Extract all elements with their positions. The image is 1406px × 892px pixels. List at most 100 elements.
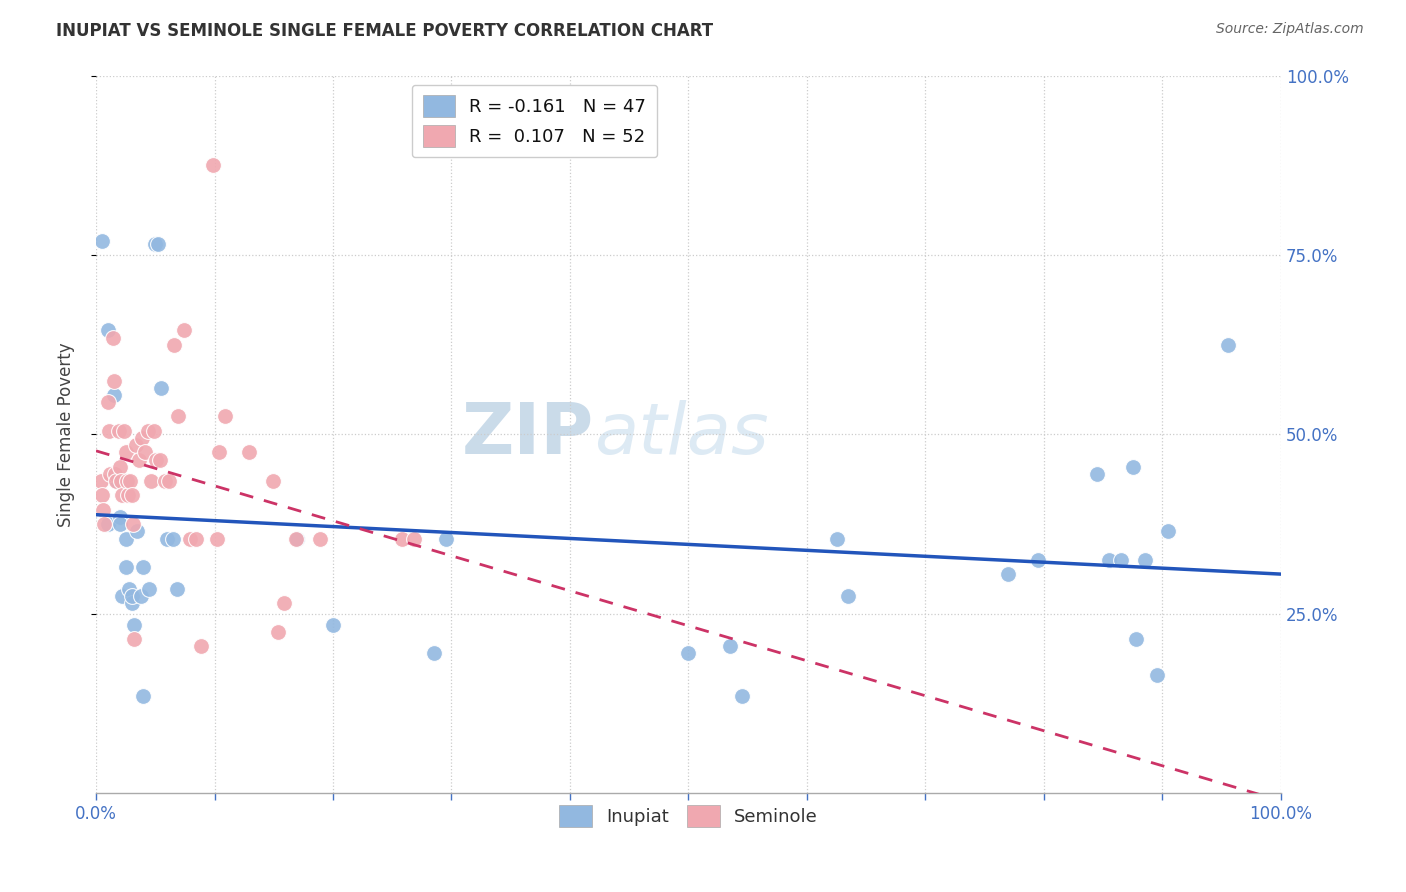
Point [136, 424, 159, 438]
Point [105, 474, 128, 488]
Point [108, 517, 131, 532]
Point [127, 524, 149, 539]
Point [1157, 524, 1180, 539]
Point [208, 445, 231, 459]
Point [121, 517, 143, 532]
Point [184, 532, 207, 546]
Text: Source: ZipAtlas.com: Source: ZipAtlas.com [1216, 22, 1364, 37]
Point [103, 374, 125, 388]
Point [146, 237, 169, 252]
Point [997, 567, 1019, 582]
Point [731, 690, 754, 704]
Point [138, 582, 160, 596]
Point [121, 596, 143, 610]
Point [97, 517, 120, 532]
Text: ZIP: ZIP [461, 400, 593, 469]
Point [90, 474, 112, 488]
Point [205, 532, 228, 546]
Point [114, 445, 136, 459]
Point [134, 445, 156, 459]
Point [93, 517, 115, 532]
Point [91, 503, 114, 517]
Point [121, 589, 143, 603]
Point [1133, 553, 1156, 567]
Point [125, 438, 148, 452]
Point [121, 488, 143, 502]
Point [97, 323, 120, 337]
Point [153, 474, 176, 488]
Point [267, 624, 290, 639]
Point [139, 474, 162, 488]
Point [1026, 553, 1049, 567]
Point [273, 596, 295, 610]
Point [1098, 553, 1121, 567]
Point [150, 381, 173, 395]
Point [202, 158, 225, 172]
Point [214, 409, 236, 424]
Point [402, 532, 425, 546]
Point [166, 582, 188, 596]
Point [91, 488, 114, 502]
Point [434, 532, 457, 546]
Point [108, 510, 131, 524]
Point [143, 424, 166, 438]
Point [97, 395, 120, 409]
Y-axis label: Single Female Poverty: Single Female Poverty [58, 343, 75, 527]
Point [104, 467, 127, 481]
Point [105, 474, 128, 488]
Point [391, 532, 413, 546]
Point [166, 409, 188, 424]
Point [114, 424, 136, 438]
Point [118, 582, 141, 596]
Point [107, 424, 129, 438]
Point [114, 474, 136, 488]
Point [122, 632, 145, 646]
Point [322, 617, 344, 632]
Point [718, 639, 741, 653]
Point [1146, 668, 1168, 682]
Legend: Inupiat, Seminole: Inupiat, Seminole [553, 798, 825, 835]
Point [163, 337, 186, 351]
Point [98, 467, 121, 481]
Point [1122, 459, 1144, 474]
Point [111, 488, 134, 502]
Point [132, 560, 155, 574]
Point [238, 445, 260, 459]
Point [1109, 553, 1132, 567]
Point [122, 617, 145, 632]
Point [129, 589, 152, 603]
Point [287, 532, 309, 546]
Point [173, 323, 195, 337]
Point [1125, 632, 1147, 646]
Point [91, 234, 114, 248]
Text: INUPIAT VS SEMINOLE SINGLE FEMALE POVERTY CORRELATION CHART: INUPIAT VS SEMINOLE SINGLE FEMALE POVERT… [56, 22, 713, 40]
Point [159, 474, 181, 488]
Point [149, 452, 172, 467]
Point [114, 560, 136, 574]
Point [120, 474, 142, 488]
Point [101, 330, 124, 344]
Point [103, 388, 125, 402]
Point [825, 532, 848, 546]
Point [422, 646, 444, 660]
Point [108, 459, 131, 474]
Point [128, 452, 150, 467]
Point [285, 532, 308, 546]
Point [131, 431, 153, 445]
Point [837, 589, 859, 603]
Point [98, 424, 121, 438]
Point [132, 690, 155, 704]
Point [114, 532, 136, 546]
Point [143, 237, 166, 252]
Point [309, 532, 332, 546]
Point [1085, 467, 1108, 481]
Point [1216, 337, 1239, 351]
Point [111, 589, 134, 603]
Point [190, 639, 212, 653]
Point [117, 488, 139, 502]
Point [179, 532, 201, 546]
Point [115, 474, 138, 488]
Point [110, 474, 132, 488]
Point [156, 532, 179, 546]
Point [162, 532, 184, 546]
